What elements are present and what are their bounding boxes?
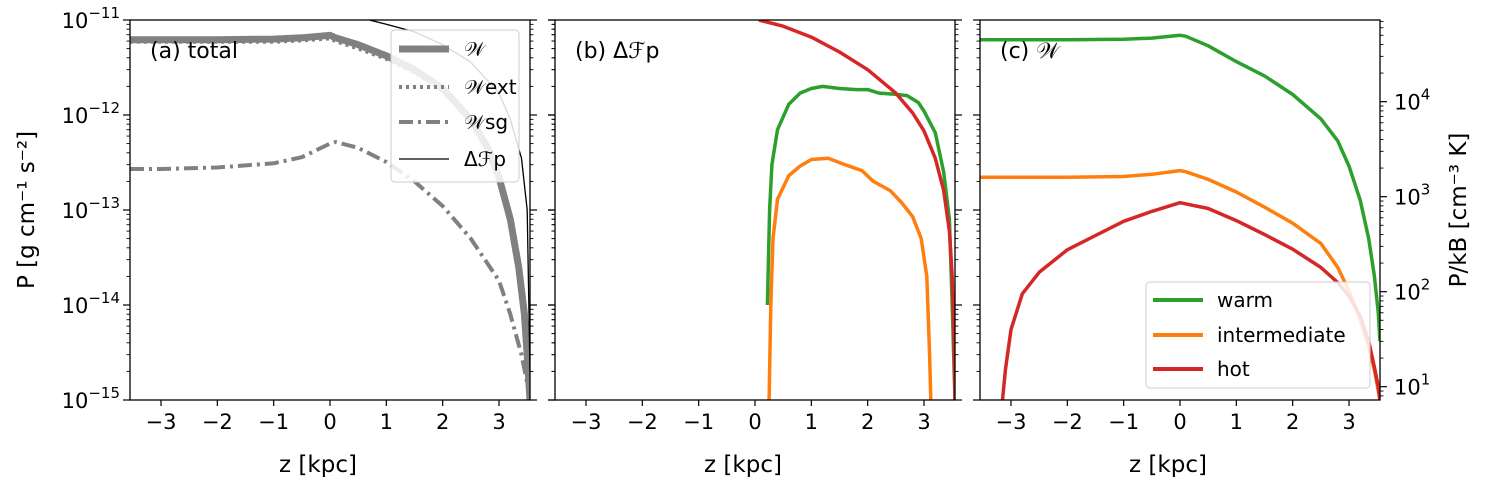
panel-c-x-tick-label: 1 — [1230, 410, 1243, 434]
panel-a-series-line-2 — [130, 140, 530, 400]
panel-b-series-line-2 — [758, 20, 955, 400]
panel-b-x-tick-label: 3 — [917, 410, 930, 434]
panel-b-x-tick-label: 2 — [861, 410, 874, 434]
panel-c-y-tick-label: 104 — [1394, 86, 1430, 115]
panel-a-y-tick-label: 10−14 — [62, 289, 120, 318]
panel-c: −3 −2 −1 0 1 2 3 101 102 103 104 (c) 𝒲 z [kpc] P/… — [973, 19, 1472, 478]
legend-label-dFp: Δℱp — [464, 147, 506, 171]
legend-label-W: 𝒲 — [464, 37, 487, 61]
panel-b-x-tick-label: 1 — [805, 410, 818, 434]
panel-c-x-tick-label: 0 — [1173, 410, 1186, 434]
panel-c-label: (c) 𝒲 — [1000, 39, 1061, 64]
panel-a-x-tick-label: 0 — [323, 410, 336, 434]
panel-a-legend: 𝒲 𝒲ext 𝒲sg Δℱp — [390, 29, 520, 183]
panel-c-x-axis-label: z [kpc] — [1129, 452, 1207, 478]
panel-c-x-tick-label: 3 — [1342, 410, 1355, 434]
panel-b-label: (b) Δℱp — [575, 39, 659, 64]
panel-a-x-tick-label: 2 — [436, 410, 449, 434]
panel-c-x-ticks: −3 −2 −1 0 1 2 3 — [996, 400, 1356, 434]
panel-a-y-ticks: 10−15 10−14 10−13 10−12 10−11 — [62, 4, 537, 413]
panel-a-y-tick-label: 10−11 — [62, 4, 120, 33]
panel-a: −3 −2 −1 0 1 2 3 10−15 10−14 10−13 10−12 10−11 (a)… — [14, 4, 537, 478]
panel-a-legend-box — [390, 29, 520, 183]
panel-b-x-tick-label: −1 — [683, 410, 714, 434]
legend-label-hot: hot — [1217, 357, 1250, 381]
panel-a-label: (a) total — [150, 39, 238, 64]
panel-b-series-line-0 — [765, 84, 955, 400]
panel-c-y-tick-label: 102 — [1394, 276, 1430, 305]
panel-b: −3 −2 −1 0 1 2 3 (b) Δℱp z [kpc] — [548, 19, 962, 478]
panel-b-x-ticks: −3 −2 −1 0 1 2 3 — [571, 400, 931, 434]
panel-a-x-tick-label: −3 — [146, 410, 177, 434]
panel-c-x-tick-label: 2 — [1286, 410, 1299, 434]
legend-label-Wsg: 𝒲sg — [464, 110, 508, 134]
panel-c-legend-box — [1145, 281, 1371, 389]
panel-a-x-ticks: −3 −2 −1 0 1 2 3 — [146, 400, 506, 434]
panel-a-x-axis-label: z [kpc] — [279, 452, 357, 478]
panel-a-y-tick-label: 10−15 — [62, 384, 120, 413]
panel-a-y-tick-label: 10−13 — [62, 194, 120, 223]
panel-b-x-tick-label: −3 — [571, 410, 602, 434]
panel-c-x-tick-label: −1 — [1108, 410, 1139, 434]
panel-b-x-tick-label: −2 — [627, 410, 658, 434]
panel-c-y-axis-label: P/kB [cm⁻³ K] — [1446, 133, 1472, 288]
panel-a-x-tick-label: 1 — [380, 410, 393, 434]
panel-c-legend: warm intermediate hot — [1145, 281, 1371, 389]
panel-b-x-tick-label: 0 — [748, 410, 761, 434]
legend-label-warm: warm — [1217, 288, 1273, 312]
panel-a-x-tick-label: −1 — [258, 410, 289, 434]
panel-a-x-tick-label: −2 — [202, 410, 233, 434]
panel-c-x-tick-label: −2 — [1052, 410, 1083, 434]
panel-a-y-tick-label: 10−12 — [62, 99, 120, 128]
panel-c-x-tick-label: −3 — [996, 410, 1027, 434]
panel-b-frame — [554, 19, 956, 401]
panel-c-y-tick-label: 103 — [1394, 181, 1430, 210]
panel-b-x-axis-label: z [kpc] — [704, 452, 782, 478]
panel-a-x-tick-label: 3 — [492, 410, 505, 434]
panel-c-series-line-0 — [980, 33, 1380, 342]
panel-b-series — [758, 20, 955, 400]
panel-c-y-tick-label: 101 — [1394, 371, 1430, 400]
legend-label-intermediate: intermediate — [1217, 323, 1346, 347]
legend-label-Wext: 𝒲ext — [464, 75, 517, 99]
panel-b-series-line-1 — [767, 156, 933, 400]
panel-a-y-axis-label: P [g cm⁻¹ s⁻²] — [14, 131, 40, 289]
panel-c-y-ticks: 101 102 103 104 — [973, 19, 1430, 401]
panel-b-y-ticks — [548, 19, 962, 401]
